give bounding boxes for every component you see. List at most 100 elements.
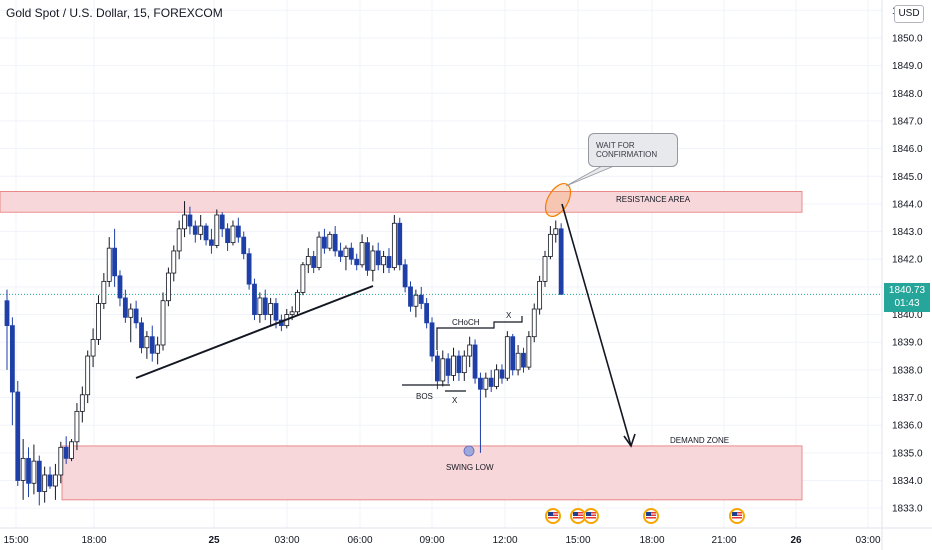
candle-body — [4, 300, 10, 327]
bullish-candle — [160, 292, 166, 351]
candle-body — [332, 233, 338, 252]
bearish-candle — [397, 217, 403, 271]
candle-body — [424, 303, 430, 324]
resistance-zone — [0, 191, 803, 213]
candle-body — [375, 250, 381, 266]
candle-body — [42, 474, 48, 492]
currency-badge[interactable]: USD — [894, 5, 924, 23]
candle-body — [300, 264, 306, 293]
bearish-candle — [338, 242, 343, 262]
bullish-candle — [144, 331, 150, 359]
bullish-candle — [20, 439, 26, 500]
candle-body — [327, 233, 333, 249]
bullish-candle — [257, 292, 263, 323]
bullish-candle — [316, 231, 322, 271]
bearish-candle — [187, 206, 193, 235]
bullish-candle — [155, 336, 161, 365]
candle-body — [386, 256, 392, 268]
note-callout[interactable]: WAIT FOR CONFIRMATION — [588, 133, 678, 167]
y-tick-label: 1835.0 — [892, 448, 923, 459]
candle-body — [53, 474, 58, 487]
bearish-candle — [478, 372, 483, 453]
x-tick-label: 15:00 — [565, 535, 590, 546]
x-tick-label: 26 — [790, 535, 802, 546]
x-tick-label: 03:00 — [855, 535, 880, 546]
bearish-candle — [354, 253, 360, 271]
bullish-candle — [515, 344, 521, 376]
candle-body — [273, 303, 279, 321]
candle-body — [311, 256, 317, 268]
candle-body — [160, 300, 166, 346]
candle-body — [391, 222, 397, 268]
candle-body — [521, 352, 526, 368]
candle-body — [246, 253, 252, 285]
candle-body — [483, 377, 489, 390]
us-flag-icon[interactable] — [643, 508, 659, 524]
bearish-candle — [365, 237, 370, 276]
x-low-label: X — [452, 396, 458, 405]
candle-body — [26, 457, 31, 484]
bar-countdown: 01:43 — [894, 298, 920, 309]
candle-body — [122, 297, 128, 318]
candle-body — [478, 377, 483, 390]
candle-body — [209, 239, 214, 246]
candle-body — [510, 336, 516, 371]
bearish-candle — [4, 289, 10, 370]
x-tick-label: 12:00 — [492, 535, 517, 546]
candle-body — [547, 233, 553, 257]
candle-body — [252, 283, 257, 315]
bearish-candle — [408, 281, 413, 312]
candle-body — [20, 457, 26, 481]
bearish-candle — [117, 270, 123, 307]
bearish-candle — [510, 333, 516, 376]
candle-body — [305, 256, 311, 266]
bullish-candle — [31, 444, 37, 495]
candle-body — [488, 377, 494, 387]
bullish-candle — [230, 220, 236, 246]
candle-body — [553, 228, 559, 235]
candlestick-series — [4, 201, 564, 506]
bullish-candle — [53, 463, 58, 500]
trend-line — [135, 285, 374, 379]
x-tick-label: 06:00 — [347, 535, 372, 546]
bearish-candle — [203, 223, 209, 246]
candle-body — [289, 311, 295, 315]
bearish-candle — [26, 447, 31, 498]
candle-body — [531, 308, 537, 338]
bullish-candle — [327, 231, 333, 251]
bullish-candle — [182, 201, 187, 238]
candle-body — [214, 214, 220, 246]
bullish-candle — [391, 214, 397, 271]
candle-body — [112, 247, 117, 277]
candle-body — [47, 474, 53, 487]
bearish-candle — [488, 369, 494, 392]
bearish-candle — [348, 242, 354, 265]
bullish-candle — [547, 226, 553, 260]
us-flag-icon[interactable] — [729, 508, 745, 524]
bullish-candle — [461, 350, 467, 381]
candle-body — [69, 441, 74, 459]
us-flag-icon[interactable] — [583, 508, 599, 524]
bearish-candle — [375, 242, 381, 271]
x-tick-label: 18:00 — [81, 535, 106, 546]
bullish-candle — [467, 336, 473, 368]
bullish-candle — [90, 328, 96, 368]
bearish-candle — [402, 259, 408, 293]
candle-body — [429, 322, 435, 357]
y-tick-label: 1846.0 — [892, 144, 923, 155]
candle-body — [504, 336, 510, 379]
candle-body — [128, 308, 134, 318]
candle-body — [225, 228, 230, 244]
candle-body — [268, 303, 274, 315]
y-tick-label: 1838.0 — [892, 365, 923, 376]
candle-body — [348, 247, 354, 260]
candle-body — [139, 322, 144, 349]
bearish-candle — [36, 455, 42, 506]
x-tick-label: 21:00 — [711, 535, 736, 546]
us-flag-icon[interactable] — [545, 508, 561, 524]
candle-body — [15, 391, 21, 481]
y-tick-label: 1848.0 — [892, 89, 923, 100]
candle-body — [203, 225, 209, 241]
